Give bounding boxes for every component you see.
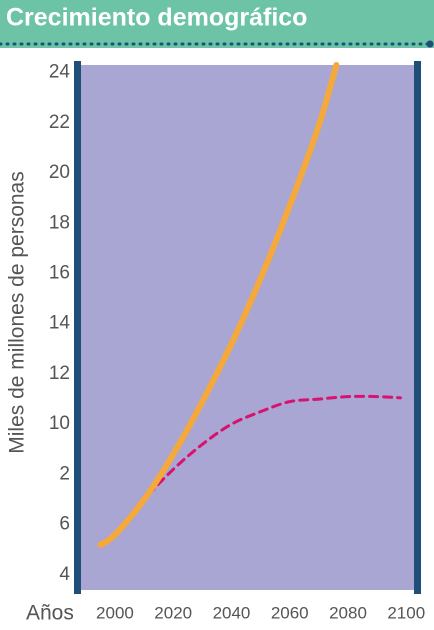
header-band <box>0 0 434 48</box>
y-axis-label: Miles de millones de personas <box>6 171 29 453</box>
y-tick-label: 24 <box>49 62 71 83</box>
y-tick-label: 6 <box>59 514 70 535</box>
y-tick-label: 4 <box>59 564 70 585</box>
x-tick-label: 2000 <box>96 603 134 622</box>
y-tick-label: 22 <box>49 112 70 133</box>
x-axis-label: Años <box>26 602 74 625</box>
x-tick-label: 2080 <box>329 603 367 622</box>
y-tick-label: 2 <box>59 463 70 484</box>
plot-area <box>80 65 415 590</box>
y-tick-label: 10 <box>49 413 70 434</box>
x-tick-label: 2020 <box>154 603 192 622</box>
y-tick-label: 20 <box>49 162 70 183</box>
y-tick-label: 18 <box>49 212 70 233</box>
y-tick-label: 14 <box>49 313 71 334</box>
x-tick-label: 2100 <box>387 603 425 622</box>
chart-title: Crecimiento demográfico <box>6 4 307 32</box>
x-tick-label: 2040 <box>213 603 251 622</box>
right-border <box>414 61 421 594</box>
y-tick-label: 16 <box>49 263 70 284</box>
series-line <box>97 62 340 548</box>
header-dot-end <box>426 40 434 48</box>
left-border <box>74 61 81 594</box>
x-tick-label: 2060 <box>271 603 309 622</box>
y-tick-label: 12 <box>49 363 70 384</box>
